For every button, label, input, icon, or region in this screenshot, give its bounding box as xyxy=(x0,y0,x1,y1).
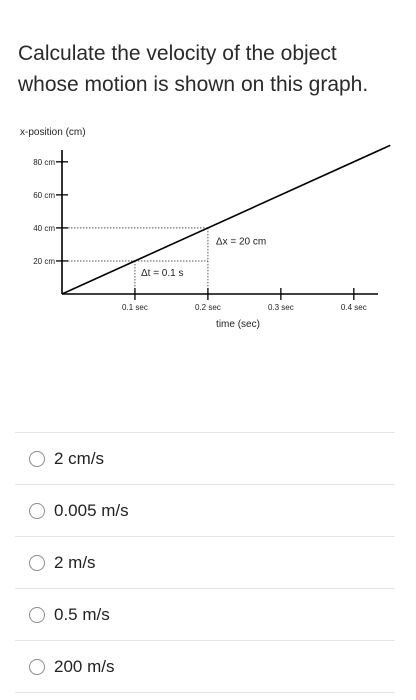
answer-option-2[interactable]: 0.005 m/s xyxy=(15,484,395,536)
answer-option-label: 2 m/s xyxy=(54,552,96,572)
question-line-2: whose motion is shown on this graph. xyxy=(18,73,369,96)
y-axis-label: x-position (cm) xyxy=(20,127,86,138)
answer-option-label: 2 cm/s xyxy=(54,448,105,468)
delta-x-annotation: Δx = 20 cm xyxy=(216,236,266,247)
x-tick-label: 0.4 sec xyxy=(341,303,367,312)
x-tick-label: 0.1 sec xyxy=(122,303,148,312)
answer-option-label: 0.005 m/s xyxy=(54,500,129,520)
y-tick-label: 60 cm xyxy=(33,191,55,200)
x-tick-label: 0.3 sec xyxy=(268,303,294,312)
answer-option-1[interactable]: 2 cm/s xyxy=(15,432,395,484)
radio-button-icon[interactable] xyxy=(29,554,45,571)
radio-button-icon[interactable] xyxy=(29,450,45,467)
answer-option-3[interactable]: 2 m/s xyxy=(15,536,395,588)
y-tick-label: 80 cm xyxy=(33,158,55,167)
position-time-graph: x-position (cm) time (sec) 20 cm 40 cm 60 … xyxy=(20,127,391,330)
question-text: Calculate the velocity of the object who… xyxy=(18,38,403,100)
answer-option-5[interactable]: 200 m/s xyxy=(15,640,395,693)
x-tick-label: 0.2 sec xyxy=(195,303,221,312)
position-line xyxy=(61,144,391,295)
y-tick-label: 20 cm xyxy=(33,257,55,266)
question-line-1: Calculate the velocity of the object xyxy=(18,42,337,65)
answer-option-4[interactable]: 0.5 m/s xyxy=(15,588,395,640)
radio-button-icon[interactable] xyxy=(29,502,45,519)
delta-t-annotation: Δt = 0.1 s xyxy=(141,268,184,279)
radio-button-icon[interactable] xyxy=(29,658,45,675)
answer-option-label: 0.5 m/s xyxy=(54,604,110,624)
radio-button-icon[interactable] xyxy=(29,606,45,623)
answer-options: 2 cm/s 0.005 m/s 2 m/s 0.5 m/s 200 m/s xyxy=(15,432,395,693)
y-tick-label: 40 cm xyxy=(33,224,55,233)
x-axis-label: time (sec) xyxy=(216,319,260,330)
answer-option-label: 200 m/s xyxy=(54,656,115,676)
